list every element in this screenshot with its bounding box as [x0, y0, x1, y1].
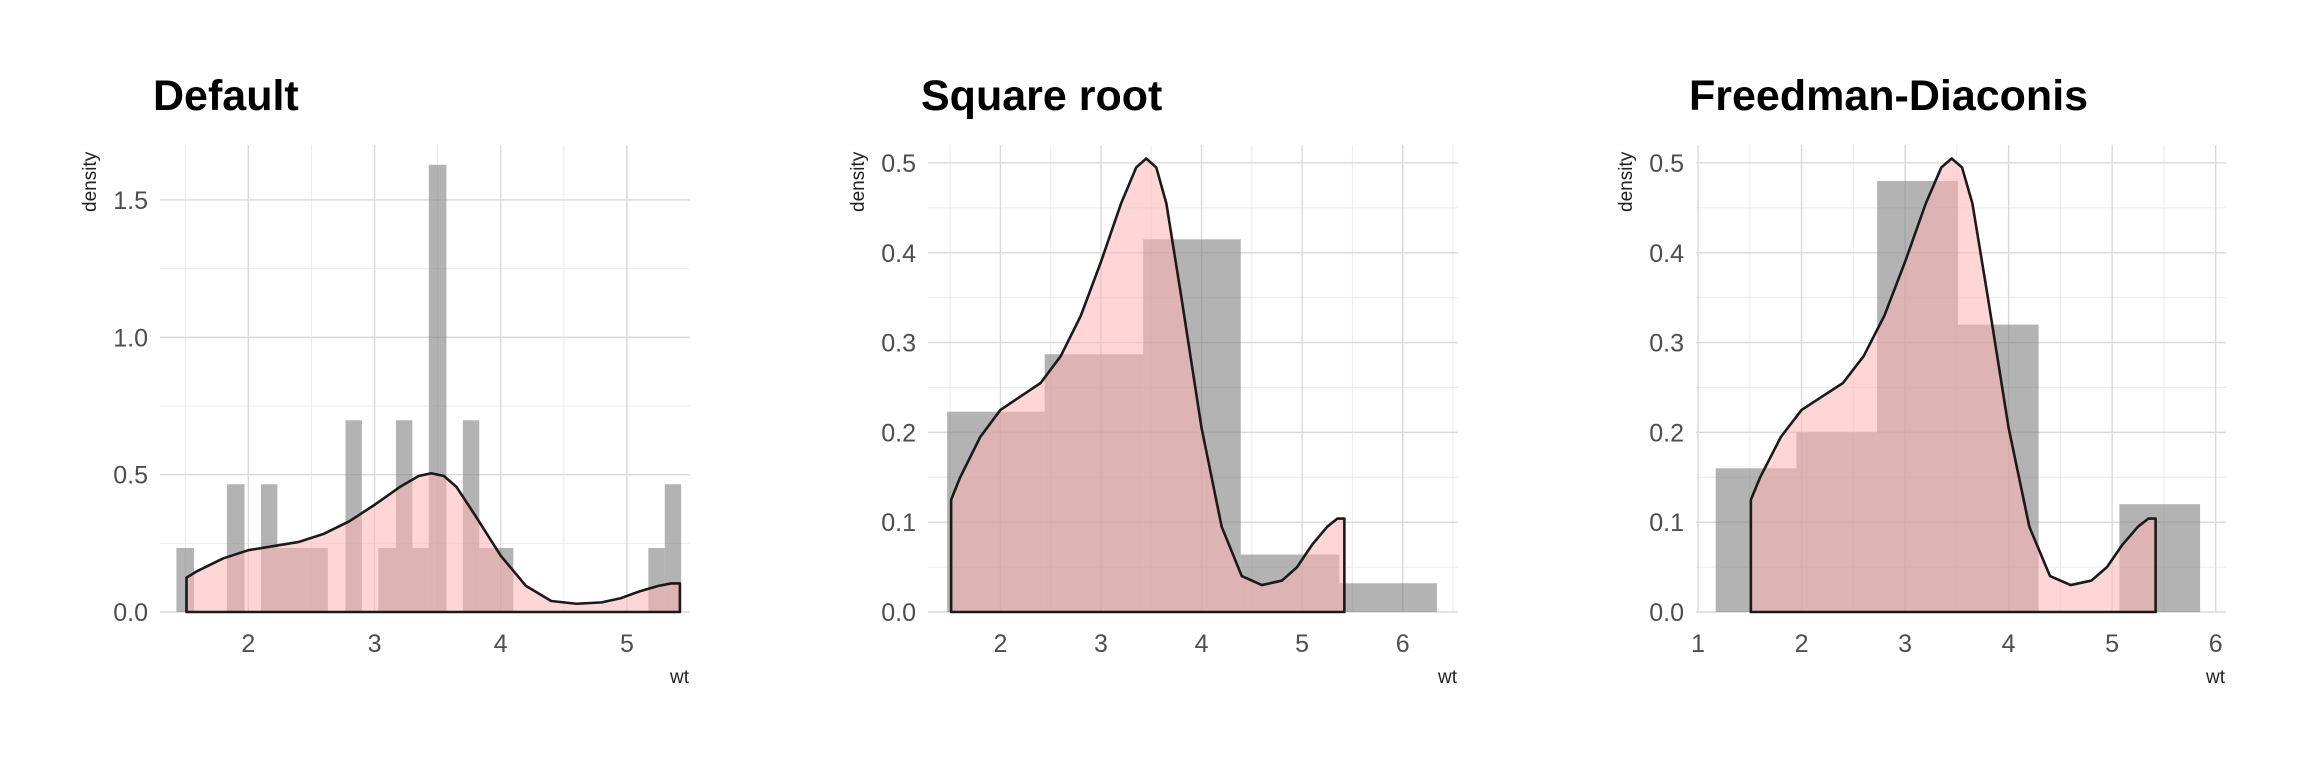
y-tick-label: 0.1: [1649, 509, 1684, 537]
x-tick-label: 3: [1094, 630, 1108, 658]
histogram-bar: [1339, 583, 1437, 612]
chart-panel-freedman-diaconis: 1 2 3 4 5 6 0.0 0.1 0.2 0.3 0.4 0.5 Freedman-Diacon…: [1536, 0, 2304, 768]
y-tick-label: 0.0: [881, 599, 916, 627]
y-axis-label: density: [1616, 151, 1637, 212]
x-tick-label: 3: [368, 630, 382, 658]
y-tick-label: 0.4: [881, 240, 916, 268]
y-tick-label: 0.5: [881, 150, 916, 178]
y-tick-label: 0.1: [881, 509, 916, 537]
x-tick-label: 3: [1898, 630, 1912, 658]
x-axis-label: wt: [670, 667, 689, 688]
y-tick-label: 0.5: [113, 462, 148, 490]
y-tick-label: 0.5: [1649, 150, 1684, 178]
density-curve: [1749, 157, 2157, 614]
y-tick-label: 0.3: [1649, 330, 1684, 358]
x-tick-label: 5: [620, 630, 634, 658]
x-axis-label: wt: [2206, 667, 2225, 688]
x-tick-label: 5: [2105, 630, 2119, 658]
density-curve: [185, 471, 682, 614]
y-axis-label: density: [80, 151, 101, 212]
x-tick-label: 6: [1396, 630, 1410, 658]
x-tick-label: 5: [1295, 630, 1309, 658]
y-tick-label: 0.2: [1649, 419, 1684, 447]
y-axis-label: density: [848, 151, 869, 212]
chart-panel-default: 2 3 4 5 0.0 0.5 1.0 1.5 Default density wt: [0, 0, 768, 768]
y-tick-label: 1.0: [113, 324, 148, 352]
chart-title: Default: [153, 72, 299, 120]
y-tick-label: 1.5: [113, 187, 148, 215]
y-tick-label: 0.0: [113, 599, 148, 627]
chart-title: Freedman-Diaconis: [1689, 72, 2089, 120]
chart-plot-default: 2 3 4 5 0.0 0.5 1.0 1.5: [113, 145, 690, 658]
y-tick-label: 0.2: [881, 419, 916, 447]
chart-plot-square-root: 2 3 4 5 6 0.0 0.1 0.2 0.3 0.4 0.5: [881, 145, 1458, 658]
x-tick-label: 2: [241, 630, 255, 658]
x-tick-label: 4: [2002, 630, 2016, 658]
x-tick-label: 2: [993, 630, 1007, 658]
x-tick-label: 1: [1691, 630, 1705, 658]
density-curve: [949, 157, 1346, 614]
chart-plot-freedman-diaconis: 1 2 3 4 5 6 0.0 0.1 0.2 0.3 0.4 0.5: [1649, 145, 2226, 658]
y-tick-label: 0.4: [1649, 240, 1684, 268]
x-tick-label: 4: [1195, 630, 1209, 658]
histogram-bar: [664, 484, 682, 612]
chart-title: Square root: [921, 72, 1163, 120]
x-tick-label: 4: [494, 630, 508, 658]
y-tick-label: 0.3: [881, 330, 916, 358]
x-axis-label: wt: [1438, 667, 1457, 688]
y-tick-label: 0.0: [1649, 599, 1684, 627]
x-tick-label: 2: [1795, 630, 1809, 658]
x-tick-label: 6: [2209, 630, 2223, 658]
chart-panel-square-root: 2 3 4 5 6 0.0 0.1 0.2 0.3 0.4 0.5 Square root dens…: [768, 0, 1536, 768]
